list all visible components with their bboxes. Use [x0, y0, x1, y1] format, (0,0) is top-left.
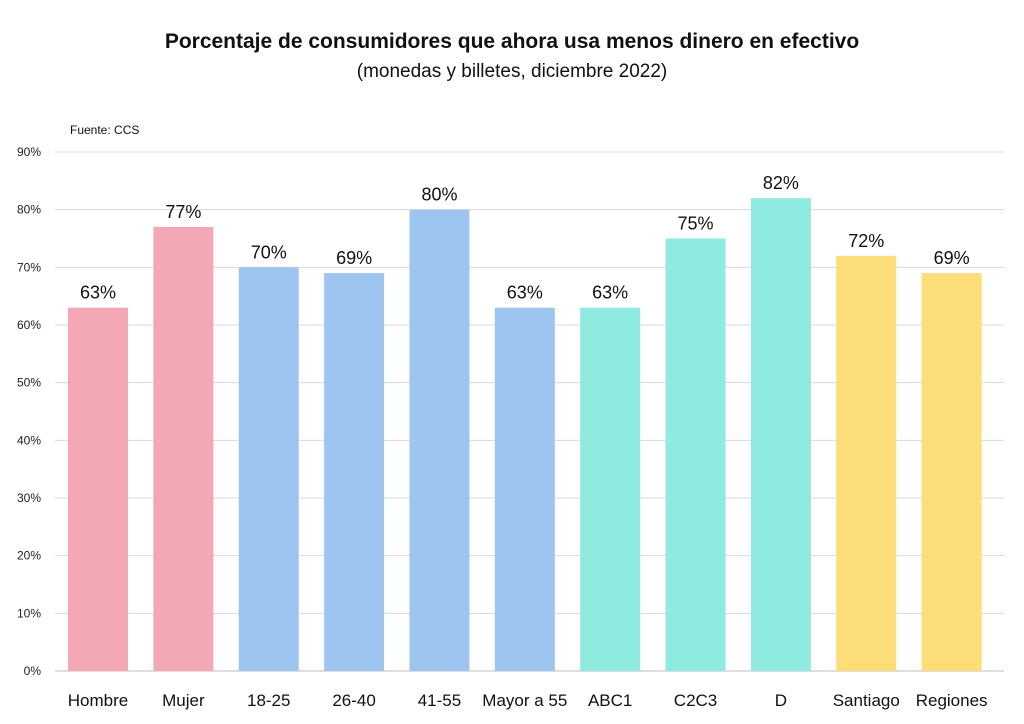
- bar: [921, 273, 982, 671]
- x-category-label: ABC1: [588, 691, 632, 710]
- bar-value-label: 63%: [507, 283, 543, 303]
- bar-value-label: 69%: [934, 248, 970, 268]
- bar: [494, 307, 555, 671]
- bar-value-label: 75%: [678, 214, 714, 234]
- bar: [238, 267, 299, 671]
- x-category-label: Mayor a 55: [482, 691, 567, 710]
- bar-value-label: 72%: [848, 231, 884, 251]
- y-tick-label: 80%: [17, 203, 41, 217]
- y-tick-label: 20%: [17, 549, 41, 563]
- bar-value-label: 69%: [336, 248, 372, 268]
- x-category-label: 18-25: [247, 691, 290, 710]
- y-tick-label: 40%: [17, 433, 41, 447]
- bar-value-label: 70%: [251, 242, 287, 262]
- bar: [324, 273, 385, 671]
- bar: [580, 307, 641, 671]
- y-tick-label: 30%: [17, 491, 41, 505]
- bars: [68, 198, 982, 672]
- y-tick-label: 10%: [17, 606, 41, 620]
- y-tick-label: 70%: [17, 260, 41, 274]
- bar-value-label: 80%: [421, 185, 457, 205]
- x-axis: Hombre Mujer 18-25 26-40 41-55 Mayor a 55 ABC1…: [68, 691, 988, 710]
- bar: [750, 198, 811, 671]
- x-category-label: D: [775, 691, 787, 710]
- bar-value-label: 77%: [165, 202, 201, 222]
- y-tick-label: 0%: [24, 664, 42, 678]
- y-tick-label: 90%: [17, 145, 41, 159]
- x-category-label: 41-55: [418, 691, 461, 710]
- y-tick-label: 50%: [17, 376, 41, 390]
- bar: [68, 307, 128, 671]
- bar-value-label: 63%: [592, 283, 628, 303]
- data-labels: 63% 77% 70% 69% 80% 63% 63% 75% 82% 72% 69%: [80, 173, 970, 303]
- x-category-label: Mujer: [162, 691, 205, 710]
- y-tick-label: 60%: [17, 318, 41, 332]
- bar: [836, 255, 897, 672]
- bar-value-label: 82%: [763, 173, 799, 193]
- x-category-label: Regiones: [916, 691, 988, 710]
- bar: [153, 226, 214, 671]
- x-category-label: C2C3: [674, 691, 717, 710]
- chart-title: Porcentaje de consumidores que ahora usa…: [164, 30, 860, 53]
- x-category-label: Santiago: [833, 691, 900, 710]
- source-note: Fuente: CCS: [70, 123, 140, 137]
- y-axis: 0% 10% 20% 30% 40% 50% 60% 70% 80% 90%: [17, 145, 41, 678]
- bar-value-label: 63%: [80, 283, 116, 303]
- bar: [665, 238, 726, 671]
- chart-subtitle: (monedas y billetes, diciembre 2022): [356, 61, 668, 82]
- x-category-label: Hombre: [68, 691, 128, 710]
- x-category-label: 26-40: [332, 691, 375, 710]
- bar: [409, 209, 470, 671]
